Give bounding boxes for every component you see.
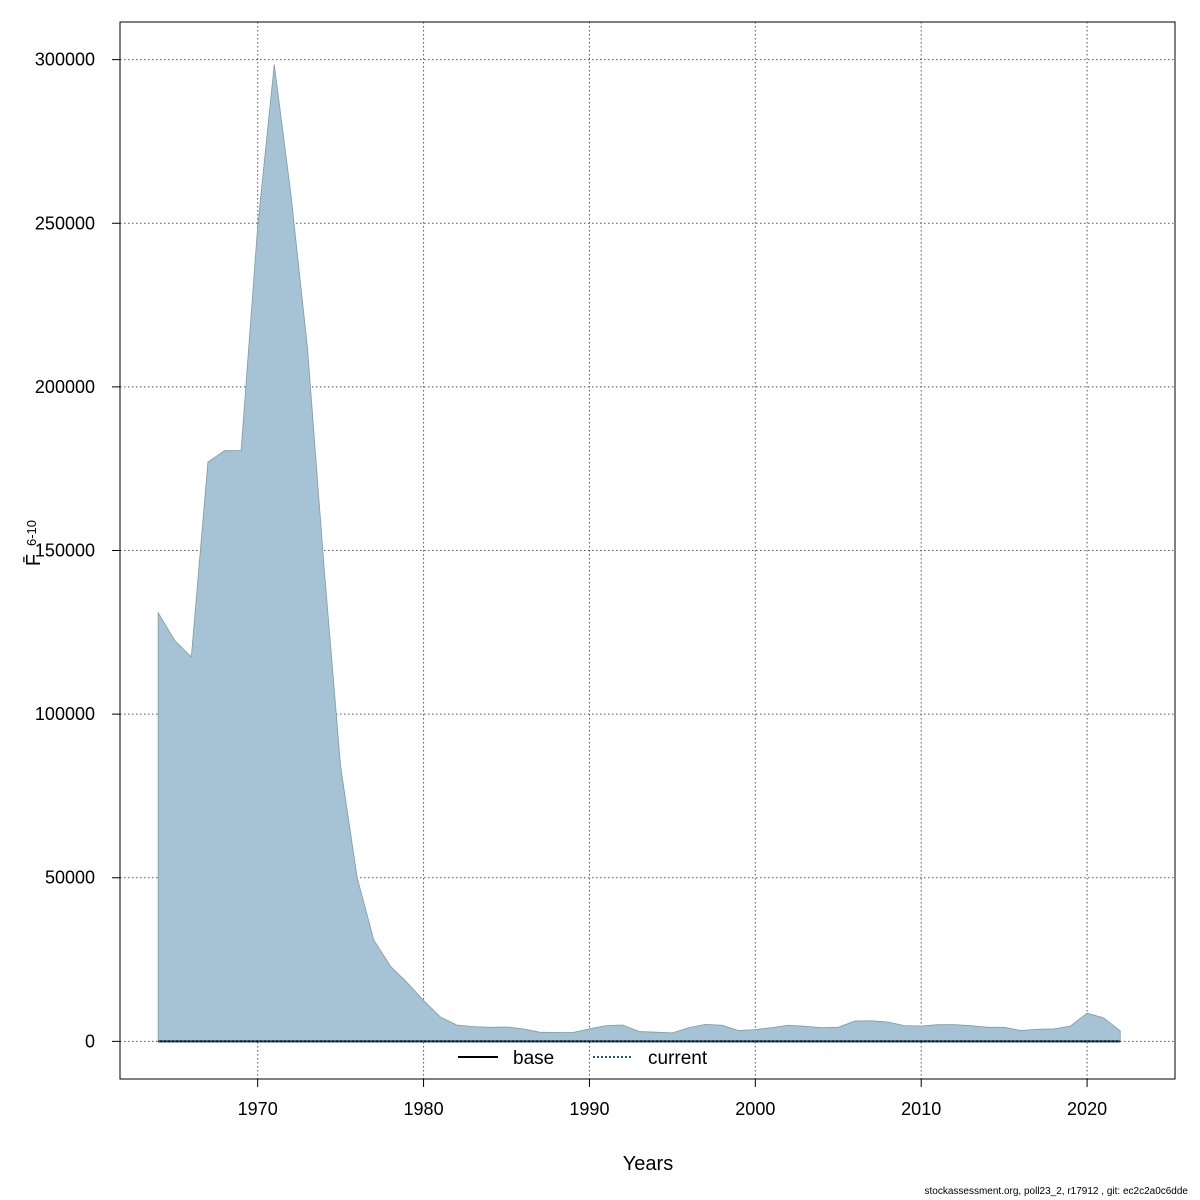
y-tick-label-6: 300000 [35, 50, 95, 70]
x-tick-label-2: 1990 [569, 1099, 609, 1119]
legend: base current [458, 1048, 708, 1069]
y-tick-label-5: 250000 [35, 213, 95, 233]
legend-label-base: base [513, 1048, 554, 1069]
footer-credit: stockassessment.org, poll23_2, r17912 , … [924, 1186, 1189, 1197]
y-axis: 0 50000 100000 150000 200000 250000 300000 [35, 50, 120, 1051]
x-tick-label-0: 1970 [238, 1099, 278, 1119]
y-tick-label-4: 200000 [35, 377, 95, 397]
x-axis-title: Years [623, 1153, 673, 1175]
x-axis: 1970 1980 1990 2000 2010 2020 [238, 1079, 1107, 1119]
y-axis-title: F̄ 6-10 [22, 520, 45, 566]
x-tick-label-1: 1980 [404, 1099, 444, 1119]
x-tick-label-5: 2020 [1067, 1099, 1107, 1119]
y-tick-label-3: 150000 [35, 541, 95, 561]
grid [120, 22, 1175, 1079]
x-tick-label-3: 2000 [735, 1099, 775, 1119]
y-tick-label-0: 0 [85, 1031, 95, 1051]
y-axis-title-subscript: 6-10 [24, 520, 39, 546]
y-tick-label-1: 50000 [45, 868, 95, 888]
y-tick-label-2: 100000 [35, 704, 95, 724]
x-tick-label-4: 2010 [901, 1099, 941, 1119]
y-axis-title-main: F̄ [22, 554, 45, 566]
legend-label-current: current [648, 1048, 708, 1069]
